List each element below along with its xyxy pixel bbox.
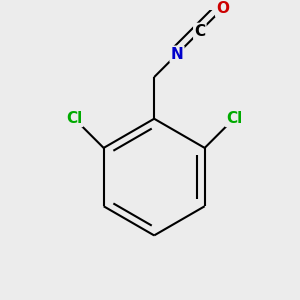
- Text: O: O: [216, 1, 229, 16]
- Text: Cl: Cl: [66, 111, 82, 126]
- Text: Cl: Cl: [226, 111, 242, 126]
- Text: N: N: [171, 47, 183, 62]
- Text: C: C: [194, 24, 206, 39]
